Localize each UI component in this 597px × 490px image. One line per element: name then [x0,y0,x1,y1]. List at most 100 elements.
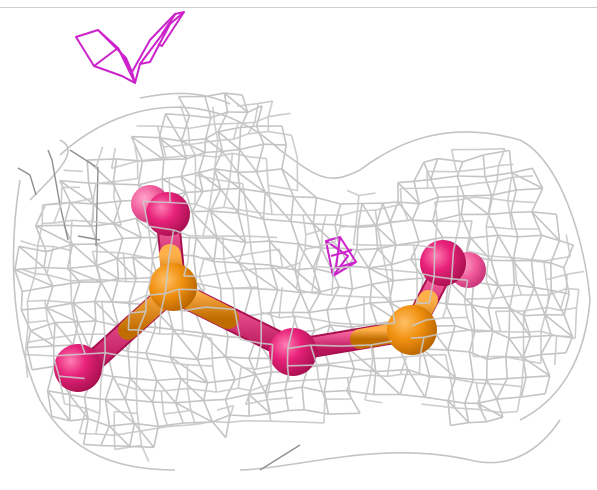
mesh-strand [575,289,580,308]
mesh-strand [456,186,459,201]
mesh-strand [191,211,198,239]
mesh-strand [265,158,269,186]
mesh-strand [113,181,116,198]
mesh-strand [281,144,288,170]
mesh-strand [352,225,357,245]
mesh-strand [314,324,331,332]
mesh-strand [109,422,135,427]
mesh-strand [374,209,378,225]
mesh-strand [507,200,536,204]
mesh-strand [345,302,371,309]
mesh-strand [442,316,468,319]
mesh-strand [523,306,548,312]
mesh-strand [20,240,38,247]
mesh-strand [237,149,241,173]
mesh-strand [486,225,513,230]
mesh-strand [346,390,361,414]
mesh-strand [131,135,160,139]
mesh-strand [531,188,544,213]
mesh-strand [71,243,98,267]
mesh-contour [59,106,361,179]
mesh-strand [470,304,476,332]
mesh-strand [158,312,162,335]
mesh-strand [521,360,525,387]
mesh-strand [78,408,87,434]
mesh-strand [19,268,36,275]
mesh-strand [498,234,518,238]
mesh-strand [86,160,90,184]
mesh-strand [116,238,124,259]
mesh-strand [100,281,113,303]
mesh-strand [162,175,182,180]
mesh-strand [457,182,479,188]
mesh-strand [291,292,302,313]
mesh-strand [140,445,150,462]
mesh-strand [468,420,487,424]
mesh-strand [152,401,176,404]
phosphorus-atom [149,263,197,311]
mesh-strand [179,236,197,239]
mesh-strand [214,122,239,125]
mesh-strand [463,298,469,318]
mesh-strand [77,321,91,349]
mesh-strand [72,243,98,246]
mesh-strand [485,255,490,281]
mesh-strand [162,146,167,158]
mesh-strand [447,400,470,424]
mesh-strand [450,149,458,172]
mesh-strand [216,387,239,393]
mesh-strand [501,410,518,414]
mesh-strand [375,225,397,246]
mesh-strand [290,221,300,245]
mesh-strand [217,130,241,151]
mesh-strand [185,190,203,194]
mesh-strand [340,225,356,228]
mesh-strand [287,344,311,350]
mesh-strand [478,147,505,151]
mesh-strand [574,307,578,339]
mesh-strand [368,267,394,282]
mesh-strand [234,373,256,381]
mesh-strand [111,301,120,327]
mesh-strand [229,414,250,417]
mesh-strand [266,383,271,400]
mesh-strand [385,269,392,298]
mesh-strand [137,356,159,362]
mesh-strand [531,167,544,189]
mesh-strand [293,196,317,199]
mesh-strand [459,220,473,223]
mesh-strand [389,298,421,303]
mesh-strand [448,280,473,306]
mesh-strand [563,314,574,338]
mesh-strand [387,373,401,378]
mesh-strand [223,206,248,212]
mesh-strand [125,398,153,403]
mesh-strand [213,123,219,141]
mesh-strand [397,180,415,184]
mesh-strand [421,348,431,378]
mesh-contour [359,131,591,301]
mesh-strand-dark [17,167,37,196]
mesh-strand [46,273,71,282]
mesh-strand [450,377,477,384]
mesh-strand [143,200,171,204]
mesh-strand [247,121,256,135]
mesh-strand [447,349,470,353]
mesh-strand [364,399,383,404]
mesh-strand [425,317,443,321]
mesh-strand [298,421,325,424]
mesh-strand [241,183,248,212]
mesh-strand [309,344,318,366]
mesh-strand [357,203,363,228]
mesh-strand [278,315,296,319]
mesh-strand [559,288,568,311]
mesh-strand [43,267,54,287]
mesh-strand [315,245,323,267]
mesh-strand [364,322,395,326]
mesh-strand [228,420,245,424]
mesh-strand [472,329,501,333]
mesh-strand [454,407,482,411]
mesh-strand [214,168,239,174]
mesh-strand [512,260,535,289]
